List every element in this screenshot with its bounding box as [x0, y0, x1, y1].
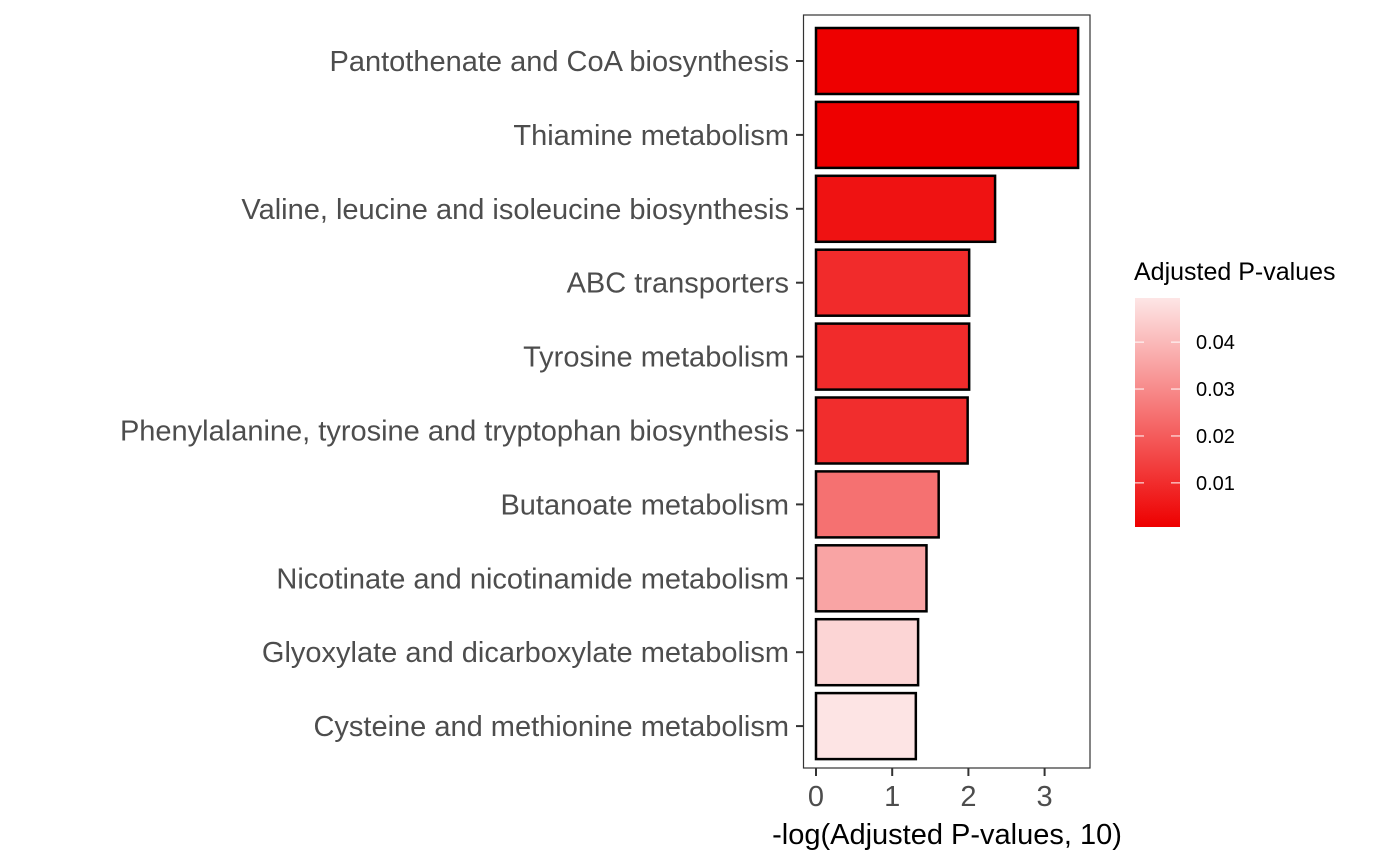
bar: [814, 26, 1080, 96]
bar: [814, 617, 920, 687]
bar: [814, 396, 969, 465]
bar: [814, 174, 997, 244]
bar: [814, 100, 1080, 170]
legend-tick-label: 0.02: [1196, 426, 1235, 448]
bar: [814, 248, 971, 317]
x-tick-label: 2: [960, 781, 976, 813]
bar: [814, 470, 940, 539]
y-tick-label: Pantothenate and CoA biosynthesis: [330, 46, 790, 78]
x-tick-label: 1: [884, 781, 900, 813]
y-tick-label: Valine, leucine and isoleucine biosynthe…: [241, 194, 789, 226]
legend-tick-label: 0.03: [1196, 379, 1235, 401]
bar: [814, 544, 928, 613]
bar: [814, 322, 971, 391]
legend-title: Adjusted P-values: [1134, 258, 1336, 286]
y-tick-label: Nicotinate and nicotinamide metabolism: [276, 563, 789, 595]
x-tick-label: 3: [1037, 781, 1053, 813]
y-tick-label: Phenylalanine, tyrosine and tryptophan b…: [120, 416, 789, 448]
y-tick-label: Thiamine metabolism: [513, 120, 789, 152]
x-tick-label: 0: [808, 781, 824, 813]
legend-tick-label: 0.01: [1196, 473, 1235, 495]
legend-colorbar: [1135, 298, 1180, 527]
legend-tick-label: 0.04: [1196, 332, 1235, 354]
y-tick-label: Tyrosine metabolism: [523, 342, 789, 374]
y-tick-label: ABC transporters: [567, 268, 789, 300]
y-tick-label: Glyoxylate and dicarboxylate metabolism: [262, 637, 789, 669]
y-tick-label: Butanoate metabolism: [500, 489, 789, 521]
y-tick-label: Cysteine and methionine metabolism: [313, 711, 789, 743]
x-axis-label: -log(Adjusted P-values, 10): [772, 819, 1122, 851]
bar: [814, 691, 918, 761]
